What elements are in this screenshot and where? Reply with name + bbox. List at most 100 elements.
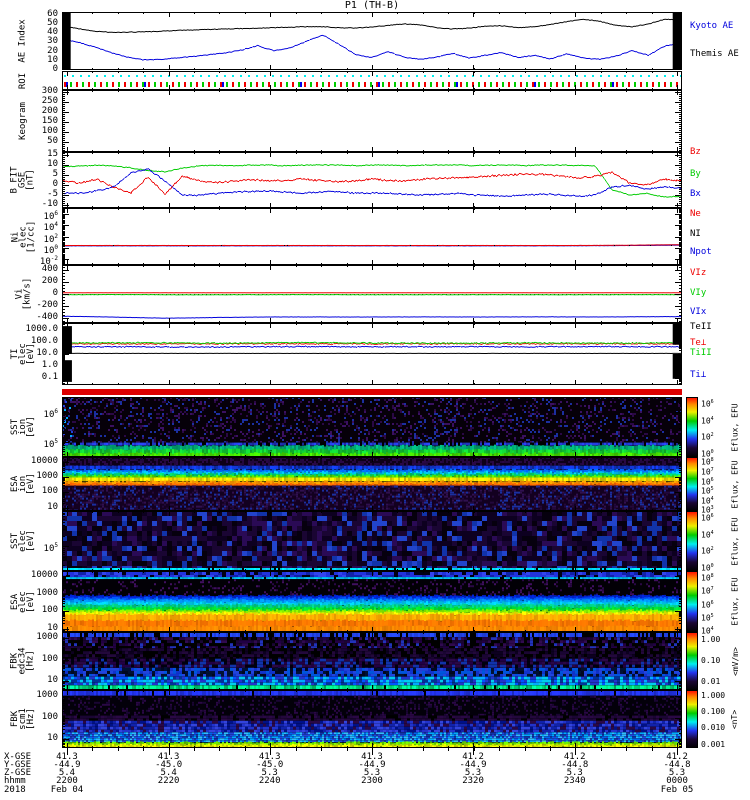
footer-value: 2300 xyxy=(361,776,383,786)
y-tick-label: 100 xyxy=(41,711,58,722)
trace-label-Ti: Ti⊥ xyxy=(690,370,707,380)
trace-label-Bz: Bz xyxy=(690,147,701,157)
footer-value: 2240 xyxy=(258,776,281,786)
y-tick-label: 50 xyxy=(47,17,58,28)
trace-label-Bx: Bx xyxy=(690,189,701,199)
trace-label-VIz: VIz xyxy=(690,268,707,278)
y-tick-label: 100 xyxy=(41,653,58,664)
footer-row-label-2018: 2018 xyxy=(4,785,26,795)
esa-elec-canvas xyxy=(62,571,682,632)
y-tick-label: 100.0 xyxy=(30,336,58,347)
colorbar-tick-label: 103 xyxy=(701,505,714,515)
y-tick-label: 10000 xyxy=(30,455,58,466)
footer-value: Feb 04 xyxy=(50,785,84,795)
y-tick-label: 10.0 xyxy=(36,348,58,358)
y-tick-label: 300 xyxy=(41,86,58,96)
trace-label-Te: Te⊥ xyxy=(690,338,707,348)
panel-label-text: ESA ion [eV] xyxy=(10,473,36,495)
trace-label-NI: NI xyxy=(690,229,701,239)
y-tick-label: -400 xyxy=(36,312,58,323)
footer-value: Feb 05 xyxy=(660,785,694,795)
colorbar-2 xyxy=(686,511,698,571)
colorbar-unit-text: <nT> xyxy=(730,709,740,729)
y-tick-label: 40 xyxy=(47,27,58,38)
y-tick-label: 100 xyxy=(43,243,58,256)
footer-value: -44.8 xyxy=(561,760,589,770)
panel-label-vi: Vi [km/s] xyxy=(0,265,46,323)
plot-title: P1 (TH-B) xyxy=(344,0,400,11)
colorbar-unit-label: Eflux, EFU xyxy=(726,397,744,457)
roi-canvas xyxy=(62,71,682,90)
panel-label-text: ESA elec [eV] xyxy=(10,590,36,613)
colorbar-tick-label: 0.10 xyxy=(701,656,721,665)
esa-ion-canvas xyxy=(62,457,682,511)
panel-label-text: Vi [km/s] xyxy=(13,277,32,311)
footer-value: 5.3 xyxy=(668,768,686,778)
colorbar-unit-label: <nT> xyxy=(726,690,744,748)
panel-label-text: B FIT GSE [nT] xyxy=(10,166,36,194)
footer-value: 2340 xyxy=(563,776,586,786)
y-tick-label: 30 xyxy=(47,36,58,47)
y-tick-label: 200 xyxy=(41,275,58,286)
colorbar-tick-label: 0.01 xyxy=(701,677,721,687)
panel-label-sst-elec: SST elec [eV] xyxy=(0,511,46,571)
footer-row-label-x-gse: X-GSE xyxy=(4,752,32,762)
y-tick-label: 1000 xyxy=(36,587,58,598)
colorbar-0 xyxy=(686,397,698,457)
y-tick-label: 10 xyxy=(47,159,58,169)
colorbar-unit-label: Eflux, EFU xyxy=(726,457,744,511)
footer-value: 2220 xyxy=(157,776,180,786)
trace-label-By: By xyxy=(690,169,701,179)
y-tick-label: 0.1 xyxy=(41,371,58,382)
colorbar-tick-label: 107 xyxy=(701,586,714,596)
footer-value: 5.4 xyxy=(160,768,177,778)
footer-value: -44.9 xyxy=(53,760,81,770)
bfit-canvas xyxy=(62,152,682,208)
footer-row-label-z-gse: Z-GSE xyxy=(4,768,32,778)
footer-value: 2200 xyxy=(56,776,78,786)
panel-label-esa-ion: ESA ion [eV] xyxy=(0,457,46,511)
colorbar-5 xyxy=(686,690,698,748)
y-tick-label: 1000.0 xyxy=(25,324,58,335)
colorbar-3 xyxy=(686,571,698,632)
footer-value: 5.3 xyxy=(261,768,278,778)
y-tick-label: 102 xyxy=(43,232,58,245)
y-tick-label: 100 xyxy=(41,486,58,497)
colorbar-tick-label: 105 xyxy=(701,613,714,623)
y-tick-label: 10 xyxy=(47,733,58,744)
colorbar-4 xyxy=(686,632,698,690)
panel-label-esa-elec: ESA elec [eV] xyxy=(0,571,46,632)
y-tick-label: 105 xyxy=(43,438,58,450)
colorbar-unit-label: Eflux, EFU xyxy=(726,511,744,571)
footer-value: 5.4 xyxy=(58,768,76,778)
panel-label-fbk-scm: FBK scm1 [Hz] xyxy=(0,690,46,748)
keogram-canvas xyxy=(62,90,682,152)
panel-label-text: Keogram xyxy=(18,102,28,140)
colorbar-tick-label: 102 xyxy=(701,432,714,443)
ni-canvas xyxy=(62,208,682,265)
vi-canvas xyxy=(62,265,682,323)
y-tick-label: 250 xyxy=(41,96,58,106)
y-tick-label: 100 xyxy=(41,126,58,136)
footer-value: 41.2 xyxy=(563,752,586,762)
colorbar-tick-label: 107 xyxy=(701,466,714,477)
y-tick-label: 150 xyxy=(41,116,58,126)
y-tick-label: 50 xyxy=(47,136,58,146)
panel-label-text: AE Index xyxy=(17,19,28,63)
y-tick-label: 10-2 xyxy=(39,255,58,268)
y-tick-label: 1000 xyxy=(36,471,58,482)
trace-label-TeII: TeII xyxy=(690,322,712,332)
y-tick-label: 5 xyxy=(52,169,58,179)
colorbar-tick-label: 0.100 xyxy=(701,707,726,717)
y-tick-label: 20 xyxy=(47,45,58,56)
footer-value: 41.3 xyxy=(157,752,180,762)
y-tick-label: 15 xyxy=(47,149,58,159)
colorbar-unit-text: Eflux, EFU xyxy=(730,402,740,452)
footer-row-label-hhmm: hhmm xyxy=(4,776,26,786)
y-tick-label: -5 xyxy=(47,189,58,199)
panel-label-text: Ni elec [1/cc] xyxy=(9,220,36,253)
panel-label-fbk-edc: FBK edc34 [Hz] xyxy=(0,632,46,690)
colorbar-1 xyxy=(686,457,698,511)
footer-value: 41.3 xyxy=(56,752,78,762)
